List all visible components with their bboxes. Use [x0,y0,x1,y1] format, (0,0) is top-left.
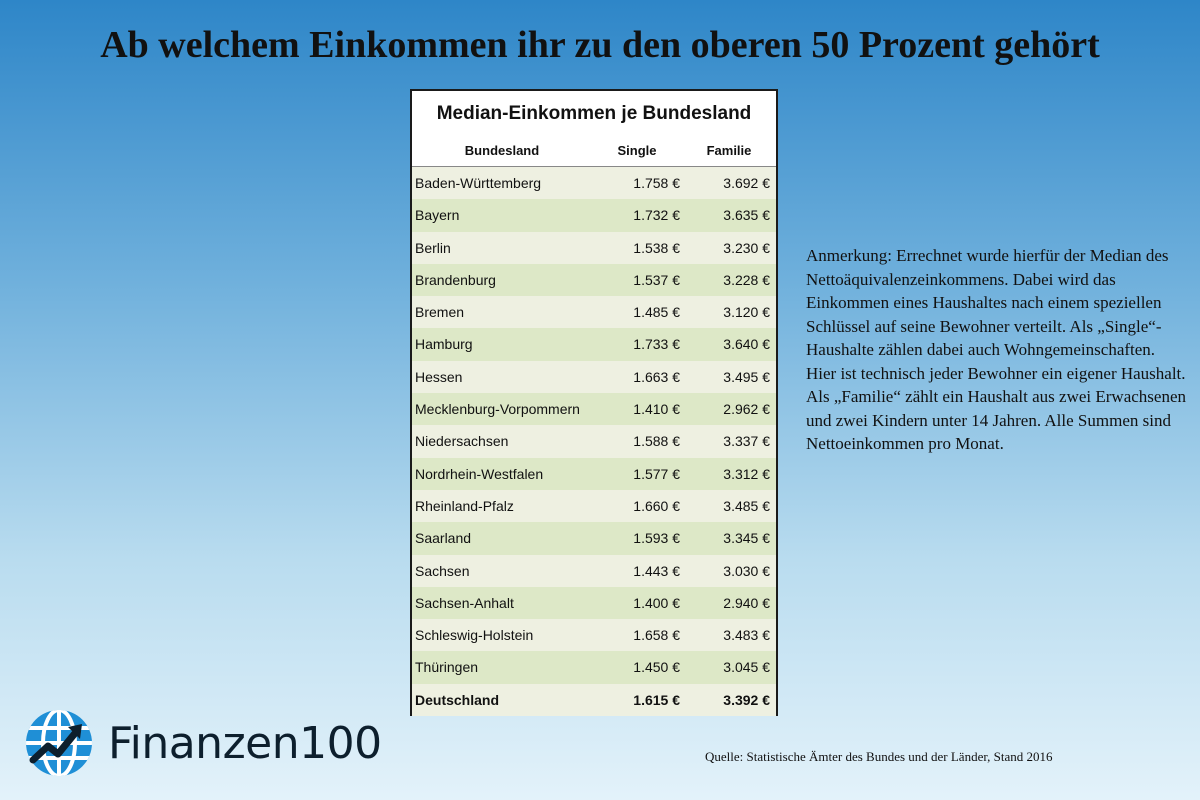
cell-single: 1.663 € [633,368,680,385]
cell-single: 1.732 € [633,207,680,224]
cell-familie: 3.045 € [723,659,770,676]
cell-single: 1.537 € [633,271,680,288]
cell-bundesland: Hamburg [415,336,473,353]
cell-single: 1.588 € [633,433,680,450]
cell-bundesland: Deutschland [415,691,500,708]
cell-familie: 3.337 € [723,433,770,450]
cell-familie: 3.228 € [723,271,770,288]
cell-bundesland: Baden-Württemberg [415,175,542,191]
cell-familie: 3.483 € [723,627,770,644]
cell-bundesland: Schleswig-Holstein [415,627,534,644]
table-body: Baden-Württemberg 1.758 € 3.692 € Bayern 1.7… [412,167,776,717]
cell-familie: 3.030 € [723,562,770,579]
table-title: Median-Einkommen je Bundesland [436,103,752,124]
table-row: Mecklenburg-Vorpommern 1.410 € 2.962 € [412,393,776,426]
cell-single: 1.450 € [633,659,680,676]
cell-familie: 3.495 € [723,368,770,385]
table-row: Niedersachsen 1.588 € 3.337 € [412,425,776,458]
cell-familie: 3.692 € [723,175,770,191]
cell-single: 1.443 € [633,562,680,579]
table-row: Brandenburg 1.537 € 3.228 € [412,263,776,297]
cell-familie: 3.635 € [723,207,770,224]
cell-familie: 3.392 € [723,691,770,708]
source-note: Quelle: Statistische Ämter des Bundes un… [705,749,1053,764]
income-table: Median-Einkommen je Bundesland Bundeslan… [410,89,778,717]
cell-single: 1.577 € [633,465,680,482]
cell-familie: 3.640 € [723,336,770,353]
column-header-bundesland: Bundesland [464,143,540,158]
table-row: Sachsen 1.443 € 3.030 € [412,554,776,587]
cell-bundesland: Bayern [415,207,460,224]
cell-single: 1.658 € [633,627,680,644]
table-row: Rheinland-Pfalz 1.660 € 3.485 € [412,489,776,523]
table-row: Sachsen-Anhalt 1.400 € 2.940 € [412,586,776,620]
cell-single: 1.410 € [633,401,680,418]
cell-bundesland: Hessen [415,368,463,385]
page-title: Ab welchem Einkommen ihr zu den oberen 5… [100,24,1100,66]
logo-text: Finanzen100 [108,717,382,769]
table-total-row: Deutschland 1.615 € 3.392 € [412,683,776,717]
cell-single: 1.758 € [633,175,680,191]
cell-familie: 3.345 € [723,530,770,547]
table-row: Berlin 1.538 € 3.230 € [412,231,776,264]
column-header-single: Single [617,143,657,158]
cell-bundesland: Niedersachsen [415,433,509,450]
cell-bundesland: Bremen [415,304,465,321]
cell-bundesland: Sachsen-Anhalt [415,594,514,611]
cell-single: 1.538 € [633,239,680,256]
globe-chart-icon [26,710,92,776]
table-row: Schleswig-Holstein 1.658 € 3.483 € [412,619,776,652]
cell-familie: 3.120 € [723,304,770,321]
cell-bundesland: Sachsen [415,562,470,579]
cell-familie: 3.312 € [723,465,770,482]
table-row: Nordrhein-Westfalen 1.577 € 3.312 € [412,457,776,490]
cell-single: 1.660 € [633,497,680,514]
cell-bundesland: Saarland [415,530,472,547]
cell-single: 1.485 € [633,304,680,321]
table-row: Hessen 1.663 € 3.495 € [412,360,776,394]
table-row: Bayern 1.732 € 3.635 € [412,199,776,232]
table-row: Thüringen 1.450 € 3.045 € [412,651,776,684]
cell-familie: 2.962 € [723,401,770,418]
cell-bundesland: Thüringen [415,659,479,676]
cell-bundesland: Berlin [415,239,451,256]
cell-familie: 2.940 € [723,594,770,611]
cell-bundesland: Brandenburg [415,271,496,288]
table-row: Hamburg 1.733 € 3.640 € [412,328,776,361]
cell-familie: 3.230 € [723,239,770,256]
cell-bundesland: Nordrhein-Westfalen [415,465,544,482]
cell-single: 1.400 € [633,594,680,611]
cell-bundesland: Rheinland-Pfalz [415,497,514,514]
annotation-text: Anmerkung: Errechnet wurde hierfür der M… [806,246,1187,453]
column-header-familie: Familie [706,143,752,158]
cell-familie: 3.485 € [723,497,770,514]
cell-single: 1.733 € [633,336,680,353]
cell-single: 1.593 € [633,530,680,547]
cell-bundesland: Mecklenburg-Vorpommern [415,401,580,418]
finanzen100-logo: Finanzen100 [24,708,382,778]
table-header-row: Bundesland Single Familie [412,136,776,167]
table-row: Saarland 1.593 € 3.345 € [412,522,776,555]
table-row: Baden-Württemberg 1.758 € 3.692 € [412,167,776,200]
table-row: Bremen 1.485 € 3.120 € [412,296,776,329]
cell-single: 1.615 € [633,691,680,708]
